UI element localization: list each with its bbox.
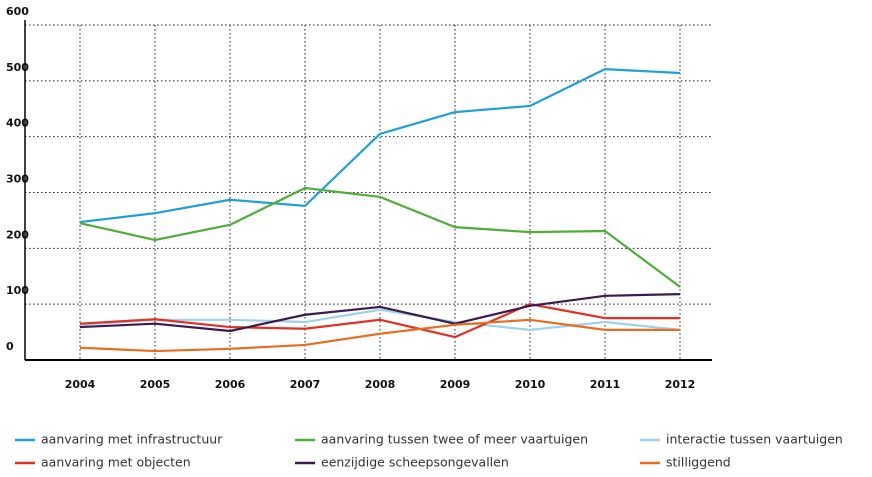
x-tick-label: 2008 xyxy=(365,378,396,391)
y-tick-label: 100 xyxy=(6,284,29,297)
series-line xyxy=(79,308,681,331)
legend-label: eenzijdige scheepsongevallen xyxy=(321,455,509,470)
x-tick-label: 2010 xyxy=(515,378,546,391)
series-line xyxy=(79,293,681,333)
series-line xyxy=(79,318,680,353)
y-tick-label: 400 xyxy=(6,117,29,130)
legend-label: aanvaring met infrastructuur xyxy=(41,432,223,447)
x-tick-label: 2011 xyxy=(590,378,621,391)
x-tick-label: 2005 xyxy=(140,378,171,391)
series-line xyxy=(79,186,681,288)
y-tick-label: 300 xyxy=(6,173,29,186)
legend-label: aanvaring met objecten xyxy=(41,455,191,470)
series-line xyxy=(79,67,681,224)
legend-label: interactie tussen vaartuigen xyxy=(666,432,843,447)
x-tick-label: 2006 xyxy=(215,378,246,391)
series-line xyxy=(79,303,680,339)
x-tick-label: 2012 xyxy=(665,378,696,391)
x-tick-label: 2007 xyxy=(290,378,321,391)
y-tick-label: 0 xyxy=(6,340,14,353)
x-tick-label: 2004 xyxy=(65,378,96,391)
legend-label: stilliggend xyxy=(666,455,731,470)
x-tick-label: 2009 xyxy=(440,378,471,391)
y-tick-label: 200 xyxy=(6,228,29,241)
legend-label: aanvaring tussen twee of meer vaartuigen xyxy=(321,432,588,447)
y-tick-label: 500 xyxy=(6,61,29,74)
y-tick-label: 600 xyxy=(6,5,29,18)
